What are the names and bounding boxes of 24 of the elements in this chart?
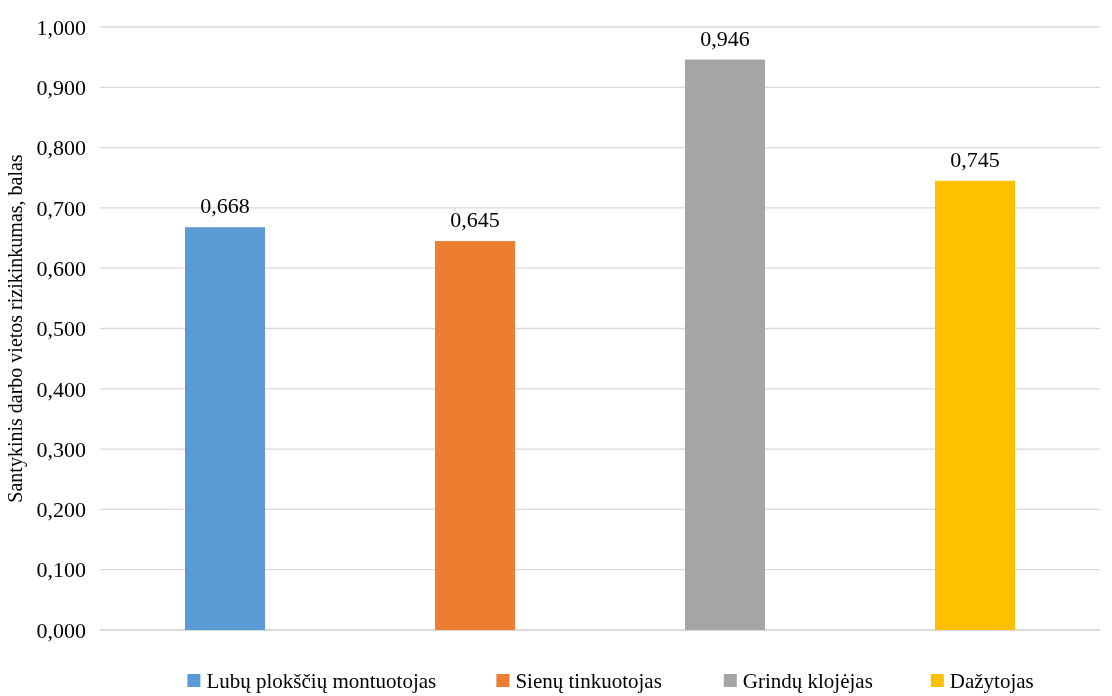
y-tick-label: 0,800 xyxy=(36,135,86,161)
y-tick-label: 0,500 xyxy=(36,316,86,342)
legend-label: Sienų tinkuotojas xyxy=(515,668,662,693)
y-tick-label: 0,300 xyxy=(36,436,86,462)
data-label: 0,668 xyxy=(200,193,250,219)
legend-label: Lubų plokščių montuotojas xyxy=(206,668,437,693)
data-label: 0,946 xyxy=(700,25,750,51)
y-tick-label: 0,000 xyxy=(36,617,86,643)
y-axis-title: Santykinis darbo vietos rizikinkumas, balas xyxy=(4,154,27,503)
y-tick-label: 0,900 xyxy=(36,75,86,100)
bar xyxy=(935,180,1015,630)
y-tick-label: 1,000 xyxy=(36,14,86,40)
data-label: 0,745 xyxy=(950,146,1000,172)
data-label: 0,645 xyxy=(450,207,500,233)
legend-label: Dažytojas xyxy=(949,668,1034,693)
bar xyxy=(435,241,515,630)
y-tick-label: 0,200 xyxy=(36,497,86,523)
y-tick-label: 0,100 xyxy=(36,557,86,583)
y-tick-label: 0,600 xyxy=(36,255,86,281)
bar xyxy=(185,227,265,630)
bar xyxy=(685,59,765,630)
y-tick-label: 0,400 xyxy=(36,376,86,402)
legend-label: Grindų klojėjas xyxy=(742,668,873,693)
y-tick-label: 0,700 xyxy=(36,195,86,221)
